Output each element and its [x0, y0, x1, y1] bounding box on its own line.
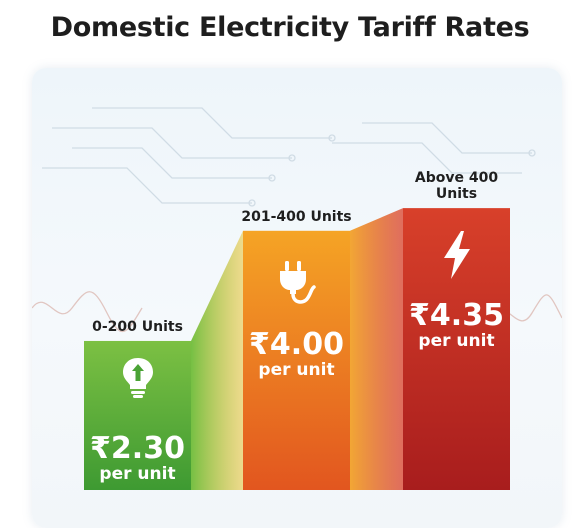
lightning-bolt-icon: [443, 231, 470, 280]
lightbulb-arrow-icon: [122, 357, 153, 398]
unit-label-above-400: per unit: [418, 331, 495, 352]
tick-label-above-400: Above 400 Units: [414, 170, 499, 203]
value-label-201-400: ₹4.00: [249, 326, 344, 362]
chart-title: Domestic Electricity Tariff Rates: [50, 12, 530, 43]
tariff-bar-chart: [84, 208, 510, 491]
tick-label-201-400: 201-400 Units: [241, 208, 352, 225]
value-label-0-200: ₹2.30: [90, 430, 185, 466]
unit-label-201-400: per unit: [258, 359, 335, 380]
connector-1-2: [350, 208, 403, 490]
tick-label-0-200: 0-200 Units: [92, 318, 183, 335]
plug-icon: [279, 260, 316, 304]
unit-label-0-200: per unit: [99, 463, 176, 484]
connector-0-1: [191, 230, 243, 491]
value-label-above-400: ₹4.35: [409, 298, 504, 334]
background-circuit-decoration: [32, 107, 562, 333]
